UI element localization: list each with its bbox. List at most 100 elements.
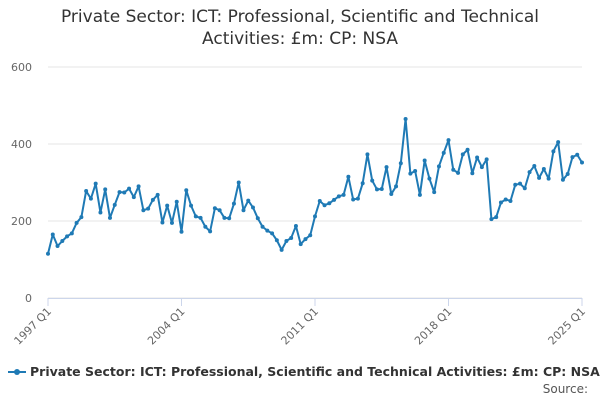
- data-point[interactable]: [484, 157, 489, 162]
- data-point[interactable]: [398, 161, 403, 166]
- data-point[interactable]: [284, 239, 289, 244]
- data-point[interactable]: [212, 206, 217, 211]
- data-point[interactable]: [60, 239, 65, 244]
- data-point[interactable]: [336, 194, 341, 199]
- data-point[interactable]: [303, 237, 308, 242]
- data-point[interactable]: [227, 216, 232, 221]
- data-point[interactable]: [222, 215, 227, 220]
- data-point[interactable]: [413, 168, 418, 173]
- data-point[interactable]: [370, 178, 375, 183]
- data-point[interactable]: [379, 187, 384, 192]
- data-point[interactable]: [403, 116, 408, 121]
- data-point[interactable]: [103, 187, 108, 192]
- data-point[interactable]: [556, 140, 561, 145]
- data-point[interactable]: [494, 215, 499, 220]
- data-point[interactable]: [127, 186, 132, 191]
- data-point[interactable]: [198, 215, 203, 220]
- data-point[interactable]: [136, 184, 141, 189]
- data-point[interactable]: [465, 147, 470, 152]
- data-point[interactable]: [117, 190, 122, 195]
- data-point[interactable]: [436, 164, 441, 169]
- data-point[interactable]: [498, 200, 503, 205]
- data-point[interactable]: [460, 152, 465, 157]
- data-point[interactable]: [417, 192, 422, 197]
- data-point[interactable]: [241, 208, 246, 213]
- data-point[interactable]: [165, 203, 170, 208]
- data-point[interactable]: [351, 197, 356, 202]
- data-point[interactable]: [332, 197, 337, 202]
- data-point[interactable]: [55, 244, 60, 249]
- data-point[interactable]: [169, 220, 174, 225]
- data-point[interactable]: [537, 175, 542, 180]
- data-point[interactable]: [203, 224, 208, 229]
- data-point[interactable]: [441, 150, 446, 155]
- data-point[interactable]: [394, 184, 399, 189]
- data-point[interactable]: [389, 192, 394, 197]
- data-point[interactable]: [422, 158, 427, 163]
- data-point[interactable]: [160, 220, 165, 225]
- data-point[interactable]: [251, 205, 256, 210]
- data-point[interactable]: [513, 182, 518, 187]
- data-point[interactable]: [355, 196, 360, 201]
- data-point[interactable]: [293, 224, 298, 229]
- data-point[interactable]: [427, 176, 432, 181]
- data-point[interactable]: [570, 155, 575, 160]
- data-point[interactable]: [231, 201, 236, 206]
- data-point[interactable]: [107, 215, 112, 220]
- data-point[interactable]: [346, 174, 351, 179]
- data-point[interactable]: [46, 251, 50, 256]
- data-point[interactable]: [541, 167, 546, 172]
- data-point[interactable]: [432, 190, 437, 195]
- data-point[interactable]: [489, 217, 494, 222]
- data-point[interactable]: [479, 165, 484, 170]
- data-point[interactable]: [246, 198, 251, 203]
- data-point[interactable]: [313, 214, 317, 219]
- data-point[interactable]: [217, 208, 222, 213]
- data-point[interactable]: [193, 214, 198, 219]
- data-point[interactable]: [270, 231, 275, 236]
- data-point[interactable]: [265, 228, 270, 233]
- data-point[interactable]: [546, 176, 551, 181]
- legend[interactable]: Private Sector: ICT: Professional, Scien…: [8, 364, 600, 379]
- data-point[interactable]: [255, 216, 260, 221]
- data-point[interactable]: [518, 181, 523, 186]
- data-point[interactable]: [408, 171, 413, 176]
- data-point[interactable]: [341, 192, 346, 197]
- data-point[interactable]: [580, 160, 584, 165]
- data-point[interactable]: [384, 165, 389, 170]
- data-point[interactable]: [279, 247, 284, 252]
- data-point[interactable]: [446, 138, 451, 143]
- data-point[interactable]: [360, 181, 365, 186]
- data-point[interactable]: [451, 167, 456, 172]
- data-point[interactable]: [174, 199, 179, 204]
- data-point[interactable]: [122, 190, 127, 195]
- data-point[interactable]: [308, 233, 313, 238]
- data-point[interactable]: [274, 238, 279, 243]
- data-point[interactable]: [532, 163, 537, 168]
- data-point[interactable]: [236, 180, 241, 185]
- data-point[interactable]: [112, 202, 117, 207]
- data-point[interactable]: [141, 208, 146, 213]
- data-point[interactable]: [289, 235, 294, 240]
- data-point[interactable]: [565, 172, 570, 177]
- data-point[interactable]: [522, 186, 527, 191]
- data-point[interactable]: [131, 195, 136, 200]
- data-point[interactable]: [189, 203, 194, 208]
- data-point[interactable]: [508, 198, 513, 203]
- data-point[interactable]: [155, 192, 160, 197]
- data-point[interactable]: [93, 181, 98, 186]
- data-point[interactable]: [208, 229, 213, 234]
- data-point[interactable]: [50, 232, 55, 237]
- data-point[interactable]: [365, 152, 370, 157]
- data-point[interactable]: [298, 242, 303, 247]
- data-point[interactable]: [150, 197, 155, 202]
- data-point[interactable]: [88, 196, 93, 201]
- data-point[interactable]: [74, 220, 79, 225]
- data-point[interactable]: [65, 234, 70, 239]
- data-point[interactable]: [184, 188, 189, 193]
- data-point[interactable]: [322, 203, 327, 208]
- data-point[interactable]: [560, 177, 565, 182]
- data-point[interactable]: [551, 149, 556, 154]
- data-point[interactable]: [98, 210, 103, 215]
- data-point[interactable]: [527, 170, 532, 175]
